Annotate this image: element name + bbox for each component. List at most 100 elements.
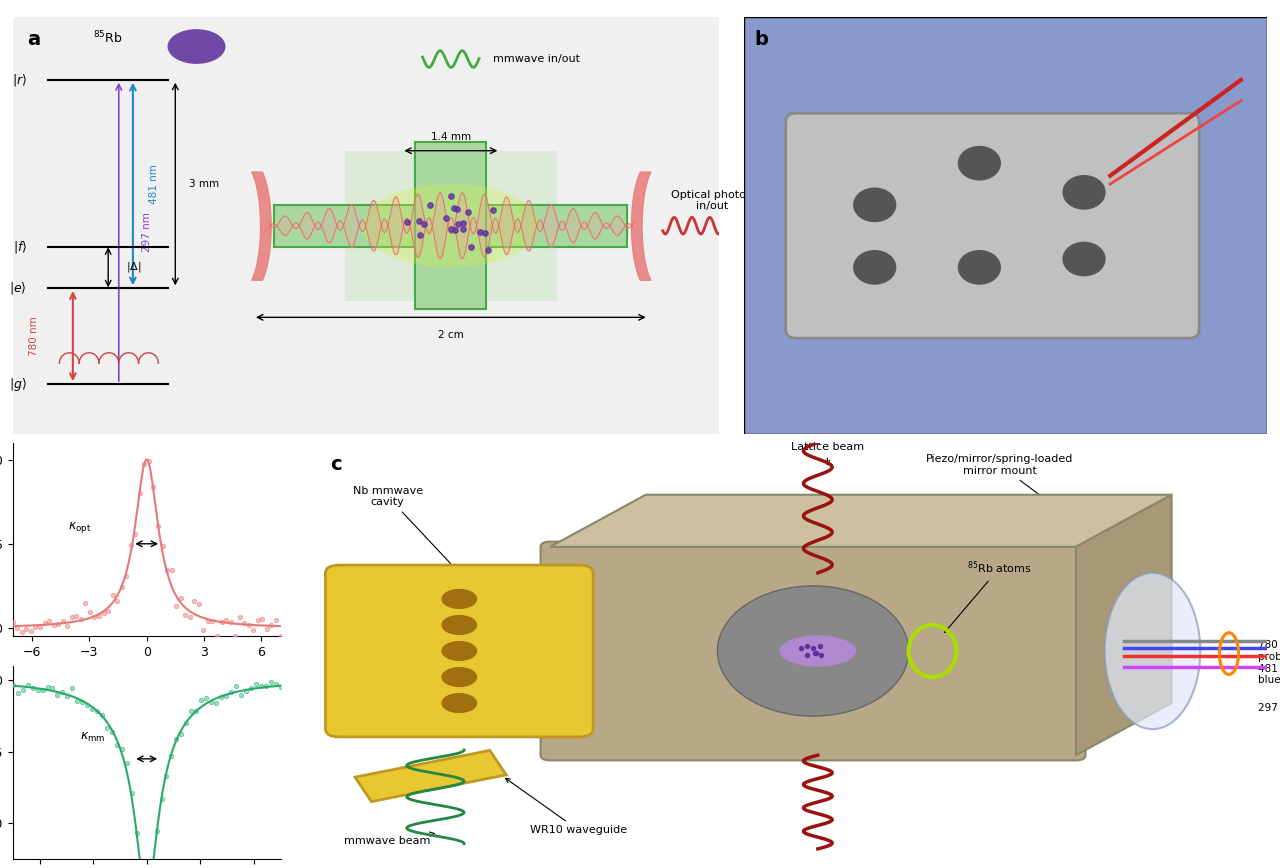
Point [230, 688, 251, 702]
Point [12, 625, 32, 639]
Text: Nb mmwave
cavity: Nb mmwave cavity [352, 485, 457, 570]
Ellipse shape [362, 184, 539, 267]
Point [87, 704, 108, 718]
Point [170, 591, 191, 605]
Point [70, 612, 91, 626]
Point [93, 606, 114, 620]
X-axis label: $\Delta_{\mathrm{probe}}$ (MHz): $\Delta_{\mathrm{probe}}$ (MHz) [105, 665, 188, 684]
FancyBboxPatch shape [416, 142, 486, 309]
Point [458, 205, 479, 219]
Point [225, 680, 246, 694]
Ellipse shape [780, 635, 856, 667]
FancyBboxPatch shape [540, 542, 1085, 760]
Point [803, 641, 823, 655]
Point [448, 218, 468, 232]
Circle shape [442, 589, 476, 608]
Text: Optical photon
in/out: Optical photon in/out [671, 190, 753, 212]
Point [166, 599, 187, 613]
Text: 2 cm: 2 cm [438, 330, 463, 340]
Point [157, 563, 178, 577]
Point [257, 622, 278, 636]
Text: WR10 waveguide: WR10 waveguide [506, 779, 627, 835]
Point [88, 609, 109, 623]
Point [175, 608, 196, 621]
Point [229, 609, 250, 623]
Point [270, 680, 291, 694]
Point [261, 618, 282, 632]
Point [82, 701, 102, 715]
Point [410, 228, 430, 242]
Point [246, 677, 266, 691]
Point [52, 685, 73, 699]
Point [156, 769, 177, 783]
Point [67, 608, 87, 622]
Point [188, 597, 209, 611]
Point [207, 628, 228, 642]
Text: mmwave in/out: mmwave in/out [493, 54, 580, 64]
Point [797, 640, 818, 654]
Point [13, 683, 33, 697]
Point [146, 825, 166, 838]
Point [256, 679, 276, 693]
Point [247, 614, 268, 628]
Point [243, 623, 264, 637]
Point [238, 618, 259, 632]
Ellipse shape [718, 586, 909, 716]
FancyBboxPatch shape [344, 151, 557, 300]
Point [266, 614, 287, 628]
Point [236, 684, 256, 698]
Point [125, 527, 146, 541]
Point [483, 203, 503, 217]
Point [3, 678, 23, 692]
Polygon shape [550, 495, 1171, 547]
Point [134, 457, 155, 471]
Point [129, 486, 150, 500]
Point [179, 609, 200, 623]
Point [52, 615, 73, 628]
Point [120, 538, 141, 552]
Point [37, 680, 58, 694]
Ellipse shape [1105, 573, 1201, 729]
Point [76, 596, 96, 610]
Polygon shape [355, 751, 506, 801]
Point [216, 689, 237, 703]
Point [116, 569, 137, 583]
Point [447, 202, 467, 216]
Point [470, 225, 490, 239]
Point [58, 689, 78, 703]
Point [8, 686, 28, 700]
Point [440, 189, 461, 203]
Point [58, 620, 78, 634]
Point [106, 738, 127, 752]
Text: Piezo/mirror/spring-loaded
mirror mount: Piezo/mirror/spring-loaded mirror mount [925, 454, 1120, 555]
Point [211, 615, 232, 629]
Point [161, 749, 182, 763]
Point [479, 243, 499, 257]
Text: $|\Delta|$: $|\Delta|$ [125, 260, 142, 274]
Circle shape [959, 147, 1000, 180]
Point [3, 615, 23, 628]
Circle shape [1064, 175, 1105, 209]
Text: 481 nm: 481 nm [148, 164, 159, 204]
Point [413, 217, 434, 231]
Polygon shape [1076, 495, 1171, 755]
Point [97, 604, 118, 618]
Point [38, 614, 59, 628]
Point [193, 623, 214, 637]
Text: a: a [27, 30, 40, 49]
Circle shape [442, 641, 476, 661]
Text: mmwave beam: mmwave beam [344, 832, 434, 845]
Point [810, 639, 831, 653]
Point [102, 589, 123, 602]
Text: $|f\rangle$: $|f\rangle$ [13, 239, 27, 254]
Point [29, 621, 50, 635]
Point [435, 211, 456, 225]
Point [77, 698, 97, 712]
Point [440, 222, 461, 236]
Point [26, 620, 46, 634]
Circle shape [1064, 242, 1105, 276]
Point [265, 677, 285, 691]
Point [127, 825, 147, 839]
Point [161, 562, 182, 576]
Circle shape [959, 251, 1000, 284]
